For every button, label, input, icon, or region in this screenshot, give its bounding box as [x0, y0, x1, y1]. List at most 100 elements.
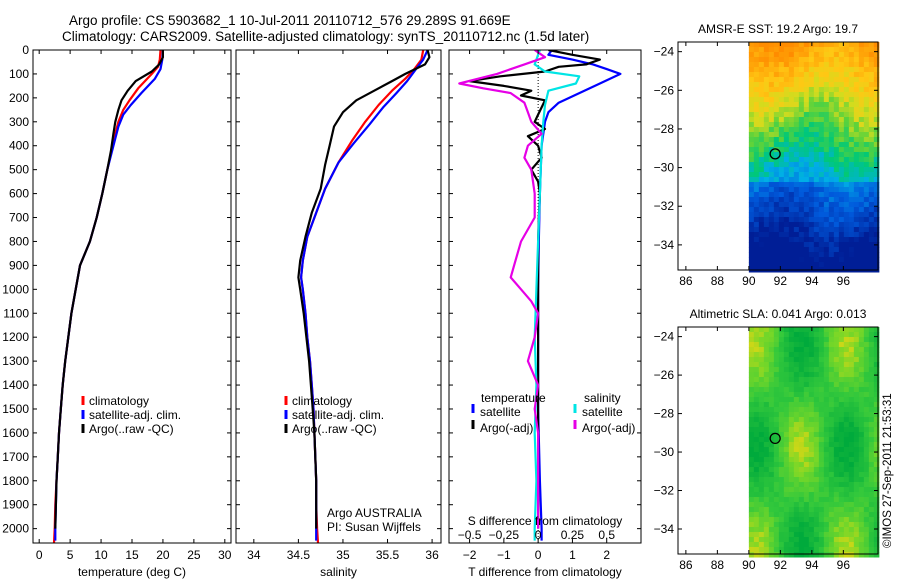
map-cell: [783, 332, 790, 338]
map-cell: [793, 227, 800, 233]
map-cell: [793, 127, 800, 133]
map-cell: [763, 422, 770, 428]
map-cell: [798, 207, 805, 213]
map-cell: [773, 487, 780, 493]
map-cell: [818, 542, 825, 548]
x-tick-label: 0: [36, 548, 43, 562]
map-cell: [793, 502, 800, 508]
map-cell: [848, 342, 855, 348]
map-cell: [818, 512, 825, 518]
map-cell: [848, 502, 855, 508]
depth-tick-label: 1200: [2, 330, 29, 344]
map-cell: [828, 257, 835, 263]
map-cell: [808, 207, 815, 213]
map-cell: [798, 337, 805, 343]
map-cell: [768, 342, 775, 348]
map-cell: [828, 192, 835, 198]
map-cell: [838, 422, 845, 428]
map-cell: [823, 112, 830, 118]
map-cell: [838, 537, 845, 543]
map-cell: [793, 147, 800, 153]
map-cell: [818, 477, 825, 483]
map-cell: [798, 417, 805, 423]
map-cell: [758, 72, 765, 78]
map-cell: [768, 482, 775, 488]
map-cell: [793, 432, 800, 438]
map-cell: [788, 422, 795, 428]
map-cell: [838, 467, 845, 473]
map-cell: [793, 142, 800, 148]
map-cell: [873, 182, 880, 188]
map-cell: [868, 422, 875, 428]
map-cell: [753, 57, 760, 63]
map-cell: [833, 77, 840, 83]
map-cell: [838, 172, 845, 178]
map-cell: [853, 432, 860, 438]
map-cell: [783, 172, 790, 178]
map-cell: [838, 387, 845, 393]
map-cell: [873, 522, 880, 528]
map-cell: [873, 442, 880, 448]
map-cell: [778, 522, 785, 528]
map-cell: [758, 132, 765, 138]
map-cell: [823, 422, 830, 428]
map-cell: [813, 457, 820, 463]
map-cell: [823, 227, 830, 233]
map-cell: [863, 232, 870, 238]
map-cell: [823, 412, 830, 418]
map-cell: [793, 197, 800, 203]
map-cell: [863, 447, 870, 453]
map-cell: [793, 237, 800, 243]
map-cell: [778, 42, 785, 48]
map-cell: [808, 142, 815, 148]
map-cell: [813, 147, 820, 153]
map-cell: [798, 452, 805, 458]
map-cell: [758, 107, 765, 113]
map-cell: [798, 262, 805, 268]
map-cell: [838, 197, 845, 203]
map-cell: [803, 352, 810, 358]
map-cell: [763, 57, 770, 63]
map-cell: [838, 47, 845, 53]
map-cell: [813, 382, 820, 388]
map-cell: [793, 47, 800, 53]
map-cell: [758, 232, 765, 238]
map-cell: [838, 177, 845, 183]
map-cell: [808, 227, 815, 233]
map-cell: [853, 552, 860, 558]
map-cell: [838, 342, 845, 348]
map-cell: [773, 522, 780, 528]
map-cell: [853, 522, 860, 528]
map-cell: [823, 492, 830, 498]
map-cell: [813, 137, 820, 143]
map-cell: [873, 427, 880, 433]
map-cell: [783, 462, 790, 468]
map-cell: [758, 167, 765, 173]
map-cell: [858, 337, 865, 343]
map-cell: [778, 497, 785, 503]
map-cell: [848, 262, 855, 268]
map-cell: [853, 227, 860, 233]
map-cell: [818, 487, 825, 493]
map-cell: [853, 132, 860, 138]
map-cell: [778, 532, 785, 538]
map-cell: [863, 107, 870, 113]
map-cell: [793, 107, 800, 113]
map-cell: [848, 67, 855, 73]
map-cell: [773, 132, 780, 138]
map-cell: [788, 72, 795, 78]
map-cell: [843, 152, 850, 158]
map-cell: [748, 412, 755, 418]
map-cell: [783, 387, 790, 393]
map-cell: [778, 407, 785, 413]
map-cell: [848, 157, 855, 163]
map-cell: [838, 202, 845, 208]
map-cell: [838, 237, 845, 243]
map-cell: [848, 512, 855, 518]
map-cell: [833, 47, 840, 53]
x-tick-label: 36: [425, 548, 439, 562]
map-cell: [838, 157, 845, 163]
map-cell: [823, 57, 830, 63]
map-cell: [853, 497, 860, 503]
map-cell: [833, 142, 840, 148]
